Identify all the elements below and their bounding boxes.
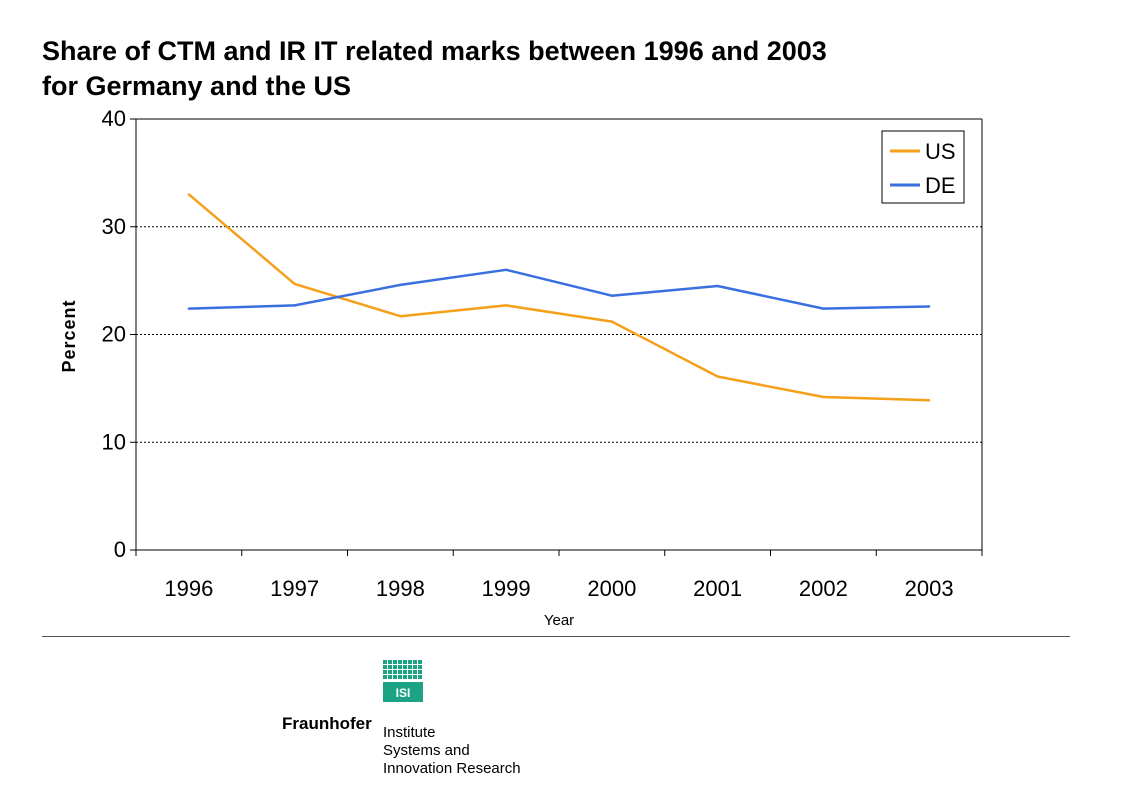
x-tick-label: 1998 xyxy=(376,576,425,601)
axes xyxy=(135,118,983,551)
data-point-de xyxy=(716,284,719,288)
institute-line-2: Systems and xyxy=(383,742,470,759)
data-point-us xyxy=(399,314,402,318)
data-point-us xyxy=(822,395,825,399)
isi-logo-icon: ISI xyxy=(383,660,423,702)
institute-name: Institute Systems and Innovation Researc… xyxy=(383,724,521,778)
data-point-de xyxy=(822,307,825,310)
y-ticks: 0 10 20 30 40 xyxy=(102,106,136,562)
title-line-2: for Germany and the US xyxy=(42,71,352,101)
legend-box xyxy=(881,130,965,204)
chart-title: Share of CTM and IR IT related marks bet… xyxy=(42,34,1092,104)
grid xyxy=(136,226,982,443)
y-tick-label: 10 xyxy=(102,429,126,454)
series-line-us xyxy=(188,193,930,402)
title-line-1: Share of CTM and IR IT related marks bet… xyxy=(42,36,827,66)
data-point-de xyxy=(293,304,296,307)
data-point-de xyxy=(399,283,402,287)
series xyxy=(187,193,931,402)
x-tick-label: 2002 xyxy=(799,576,848,601)
y-tick-label: 0 xyxy=(114,537,126,562)
y-tick-label: 30 xyxy=(102,214,126,239)
data-point-us xyxy=(504,304,508,307)
data-point-us xyxy=(716,375,719,378)
x-tick-label: 1997 xyxy=(270,576,319,601)
x-tick-label: 2001 xyxy=(693,576,742,601)
data-point-us xyxy=(187,193,191,196)
line-chart: 0 10 20 30 40 1996 1997 1998 1999 2000 2001 2002 20… xyxy=(59,106,983,629)
data-point-us xyxy=(293,282,296,286)
institute-line-1: Institute xyxy=(383,724,436,741)
data-point-de xyxy=(610,294,614,297)
series-line-de xyxy=(188,268,930,310)
x-tick-label: 1996 xyxy=(164,576,213,601)
x-tick-label: 2003 xyxy=(905,576,954,601)
data-point-us xyxy=(927,399,931,402)
x-tick-label: 1999 xyxy=(482,576,531,601)
fraunhofer-logo: ISI Fraunhofer Institute Systems and Inn… xyxy=(282,660,602,785)
data-point-de xyxy=(927,305,931,308)
legend: US DE xyxy=(881,130,965,204)
legend-label-de: DE xyxy=(925,173,956,198)
legend-label-us: US xyxy=(925,139,956,164)
y-tick-label: 20 xyxy=(102,322,126,347)
data-point-de xyxy=(187,307,191,310)
x-axis-label: Year xyxy=(544,612,574,629)
data-point-de xyxy=(504,268,508,272)
y-tick-label: 40 xyxy=(102,106,126,131)
divider-line xyxy=(42,636,1070,637)
x-ticks: 1996 1997 1998 1999 2000 2001 2002 2003 xyxy=(135,550,983,601)
brand-name: Fraunhofer xyxy=(282,714,372,733)
y-axis-label: Percent xyxy=(59,299,79,372)
x-tick-label: 2000 xyxy=(587,576,636,601)
institute-line-3: Innovation Research xyxy=(383,760,521,777)
isi-badge-text: ISI xyxy=(396,686,411,700)
data-point-us xyxy=(610,320,614,323)
